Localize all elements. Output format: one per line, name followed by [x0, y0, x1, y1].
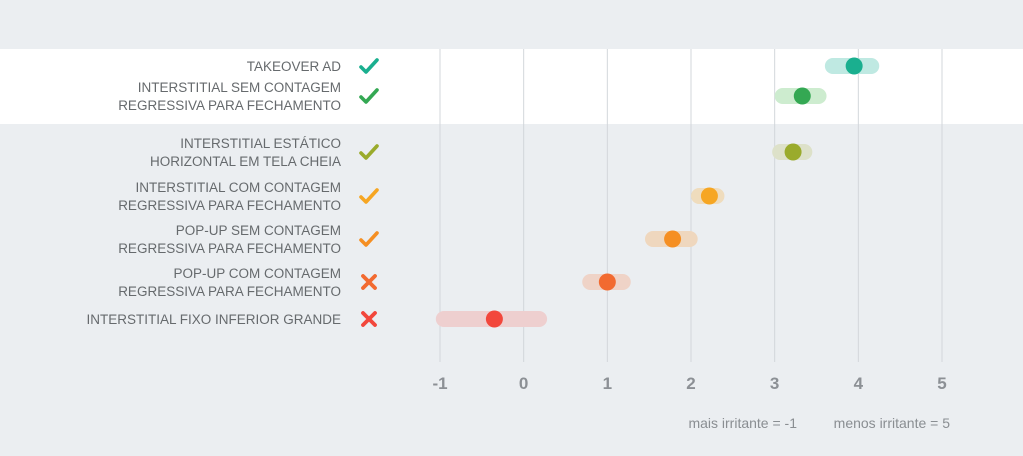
row-0: TAKEOVER AD	[247, 57, 880, 75]
row-label: REGRESSIVA PARA FECHAMENTO	[118, 198, 341, 213]
row-label: REGRESSIVA PARA FECHAMENTO	[118, 284, 341, 299]
x-tick-label: 4	[854, 374, 864, 393]
row-label: REGRESSIVA PARA FECHAMENTO	[118, 98, 341, 113]
data-point	[485, 310, 503, 328]
check-icon	[359, 188, 379, 204]
row-2: INTERSTITIAL ESTÁTICO HORIZONTAL EM TELA …	[150, 136, 813, 169]
check-icon	[359, 88, 379, 104]
row-label: INTERSTITIAL COM CONTAGEM	[135, 180, 341, 195]
data-point	[664, 230, 682, 248]
legend-max: menos irritante = 5	[834, 415, 951, 431]
gridlines	[439, 49, 943, 362]
row-3: INTERSTITIAL COM CONTAGEM REGRESSIVA PARA…	[118, 180, 725, 213]
legend-min: mais irritante = -1	[688, 415, 797, 431]
row-1: INTERSTITIAL SEM CONTAGEM REGRESSIVA PARA…	[118, 80, 827, 113]
row-label: INTERSTITIAL SEM CONTAGEM	[138, 80, 341, 95]
data-point	[793, 87, 811, 105]
x-tick-label: 1	[603, 374, 612, 393]
data-rows: TAKEOVER AD INTERSTITIAL SEM CONTAGEM REGR…	[86, 57, 880, 328]
row-label: TAKEOVER AD	[247, 59, 342, 74]
x-tick-label: 0	[519, 374, 528, 393]
x-tick-label: 2	[686, 374, 695, 393]
x-tick-label: 5	[937, 374, 946, 393]
x-axis-ticks: -1 0 1 2 3 4 5	[432, 374, 946, 393]
row-5: POP-UP COM CONTAGEM REGRESSIVA PARA FECHA…	[118, 266, 631, 299]
data-point	[784, 143, 802, 161]
row-label: POP-UP SEM CONTAGEM	[176, 223, 341, 238]
check-icon	[359, 144, 379, 160]
row-label: POP-UP COM CONTAGEM	[173, 266, 341, 281]
row-label: REGRESSIVA PARA FECHAMENTO	[118, 241, 341, 256]
cross-icon	[361, 274, 377, 290]
x-tick-label: -1	[432, 374, 447, 393]
data-point	[598, 273, 616, 291]
row-label: HORIZONTAL EM TELA CHEIA	[150, 154, 341, 169]
data-point	[845, 57, 863, 75]
data-point	[700, 187, 718, 205]
row-label: INTERSTITIAL ESTÁTICO	[180, 136, 341, 151]
check-icon	[359, 231, 379, 247]
check-icon	[359, 58, 379, 74]
row-6: INTERSTITIAL FIXO INFERIOR GRANDE	[86, 310, 548, 328]
row-label: INTERSTITIAL FIXO INFERIOR GRANDE	[86, 312, 341, 327]
cross-icon	[361, 311, 377, 327]
x-tick-label: 3	[770, 374, 779, 393]
row-4: POP-UP SEM CONTAGEM REGRESSIVA PARA FECHA…	[118, 223, 698, 256]
